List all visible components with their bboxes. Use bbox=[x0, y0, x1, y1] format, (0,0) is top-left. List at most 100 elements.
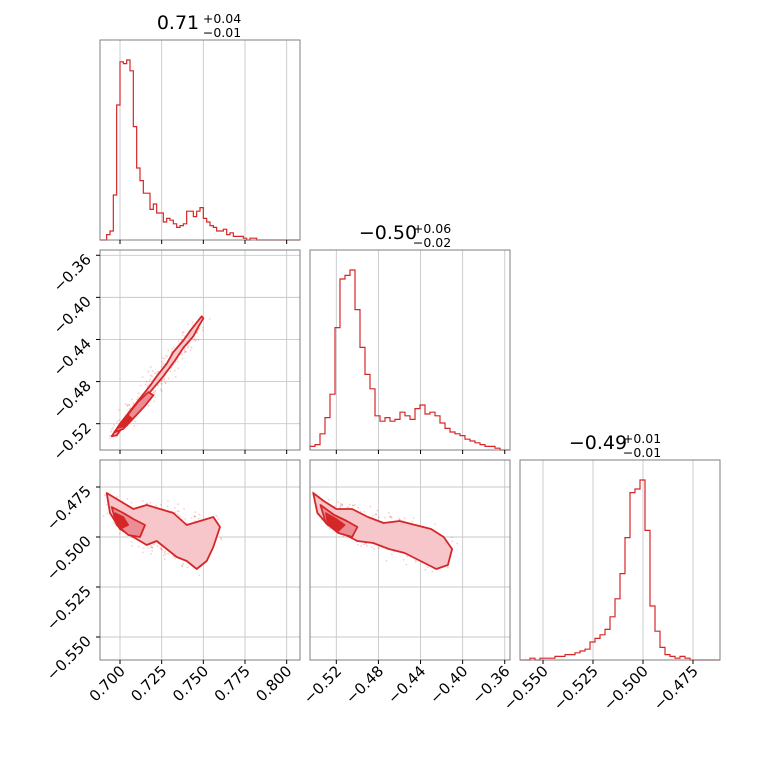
scatter-point bbox=[196, 332, 199, 334]
scatter-point bbox=[126, 403, 129, 406]
scatter-point bbox=[451, 540, 454, 543]
scatter-point bbox=[116, 420, 119, 423]
hist-frame bbox=[519, 459, 721, 661]
scatter-point bbox=[403, 517, 406, 519]
scatter-point bbox=[153, 372, 156, 375]
scatter-point bbox=[146, 384, 149, 387]
hist-frame bbox=[99, 39, 301, 241]
scatter-point bbox=[364, 542, 367, 545]
scatter-point bbox=[151, 546, 154, 549]
scatter-point bbox=[193, 338, 196, 341]
scatter-point bbox=[187, 345, 190, 348]
param-title-minus: −0.01 bbox=[203, 25, 241, 40]
scatter-point bbox=[357, 543, 359, 546]
param-title-plus: +0.06 bbox=[413, 221, 451, 236]
scatter-point bbox=[178, 515, 181, 517]
scatter-point bbox=[426, 566, 429, 569]
scatter-point bbox=[124, 403, 127, 405]
scatter-point bbox=[194, 515, 196, 518]
scatter-point bbox=[130, 501, 133, 504]
scatter-point bbox=[339, 506, 342, 509]
scatter-point bbox=[164, 381, 167, 384]
y-tick-label: −0.44 bbox=[50, 335, 95, 380]
scatter-point bbox=[173, 507, 176, 509]
scatter-point bbox=[137, 392, 140, 395]
scatter-point bbox=[177, 503, 180, 506]
scatter-point bbox=[161, 360, 163, 363]
scatter-point bbox=[339, 502, 342, 505]
scatter-point bbox=[162, 357, 164, 360]
scatter-point bbox=[159, 388, 162, 391]
y-tick-label: −0.52 bbox=[50, 419, 95, 464]
scatter-point bbox=[163, 551, 166, 554]
scatter-point bbox=[190, 346, 193, 349]
scatter-point bbox=[389, 515, 392, 518]
scatter-point bbox=[163, 558, 166, 561]
scatter-point bbox=[370, 546, 373, 549]
scatter-point bbox=[132, 403, 135, 406]
scatter-point bbox=[151, 549, 154, 552]
scatter-point bbox=[181, 334, 184, 336]
scatter-point bbox=[109, 437, 112, 440]
scatter-point bbox=[144, 383, 147, 386]
scatter-point bbox=[117, 409, 120, 411]
param-title-value: −0.50 bbox=[359, 222, 417, 244]
scatter-point bbox=[163, 357, 166, 360]
scatter-point bbox=[172, 346, 175, 349]
scatter-point bbox=[369, 505, 372, 508]
scatter-point bbox=[171, 348, 174, 350]
scatter-point bbox=[164, 354, 167, 357]
scatter-point bbox=[154, 389, 157, 392]
scatter-point bbox=[359, 510, 362, 513]
scatter-point bbox=[186, 346, 189, 349]
scatter-point bbox=[378, 547, 381, 550]
scatter-point bbox=[352, 504, 354, 507]
scatter-point bbox=[183, 349, 186, 352]
scatter-point bbox=[156, 545, 159, 547]
scatter-point bbox=[167, 500, 169, 502]
scatter-point bbox=[446, 566, 449, 569]
scatter-point bbox=[450, 536, 453, 539]
x-tick-label: 0.725 bbox=[127, 662, 170, 705]
scatter-point bbox=[164, 382, 167, 385]
scatter-point bbox=[133, 425, 136, 427]
scatter-point bbox=[126, 405, 129, 407]
scatter-point bbox=[181, 565, 184, 568]
scatter-point bbox=[142, 547, 145, 550]
scatter-point bbox=[149, 501, 152, 504]
scatter-point bbox=[412, 517, 415, 520]
scatter-point bbox=[374, 513, 377, 516]
scatter-point bbox=[411, 520, 414, 523]
scatter-point bbox=[195, 338, 198, 341]
scatter-point bbox=[360, 545, 363, 547]
x-tick-label: −0.500 bbox=[600, 662, 652, 714]
scatter-point bbox=[116, 495, 119, 498]
scatter-point bbox=[167, 349, 170, 352]
scatter-point bbox=[197, 517, 200, 520]
scatter-point bbox=[161, 365, 163, 368]
scatter-point bbox=[406, 555, 408, 558]
contour-core bbox=[325, 512, 346, 532]
param-title-minus: −0.01 bbox=[623, 445, 661, 460]
scatter-point bbox=[208, 317, 211, 320]
scatter-point bbox=[433, 523, 436, 526]
contour-core bbox=[114, 512, 130, 530]
scatter-point bbox=[197, 339, 200, 342]
scatter-point bbox=[161, 549, 164, 551]
scatter-point bbox=[414, 559, 417, 562]
scatter-point bbox=[184, 518, 187, 520]
2d-frame bbox=[99, 459, 301, 661]
scatter-point bbox=[141, 376, 144, 379]
scatter-point bbox=[182, 331, 185, 334]
hist-panel-1: −0.50+0.06−0.02 bbox=[309, 221, 511, 451]
scatter-point bbox=[103, 494, 106, 497]
scatter-point bbox=[366, 545, 368, 547]
scatter-point bbox=[153, 543, 155, 546]
scatter-point bbox=[387, 511, 390, 514]
scatter-point bbox=[456, 542, 459, 545]
scatter-point bbox=[106, 503, 108, 506]
scatter-point bbox=[118, 419, 120, 422]
2d-panel-1 bbox=[99, 459, 301, 661]
scatter-point bbox=[177, 367, 180, 370]
scatter-point bbox=[181, 564, 183, 567]
